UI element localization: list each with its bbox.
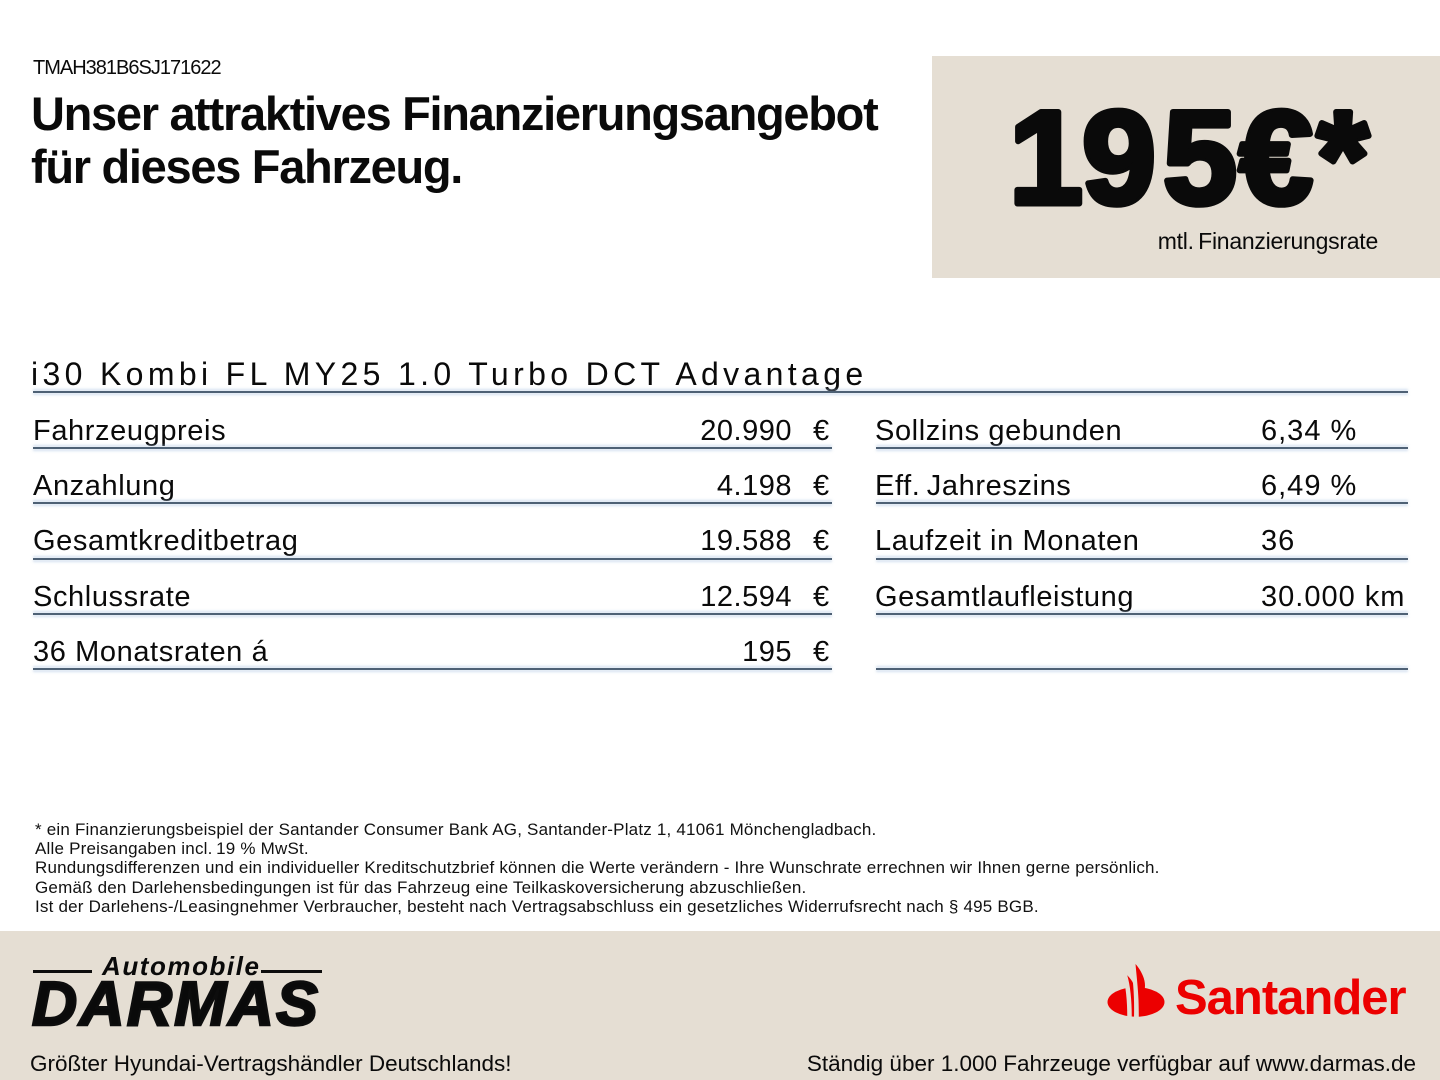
svg-text:195€*: 195€*: [1009, 85, 1369, 233]
